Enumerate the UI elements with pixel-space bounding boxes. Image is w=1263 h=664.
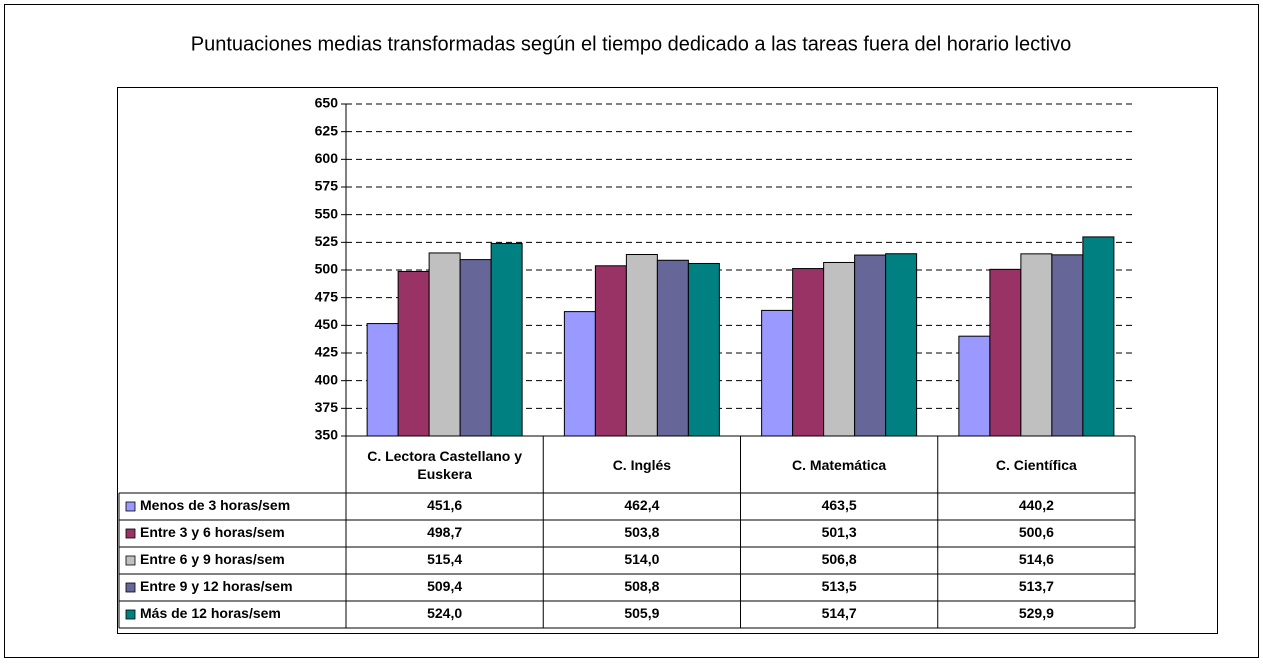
bar: [823, 261, 856, 437]
bar: [594, 265, 627, 437]
legend-swatch: [125, 501, 136, 512]
y-tick-label: 375: [315, 399, 339, 415]
x-tick-label: C. Inglés: [612, 456, 672, 473]
y-tick-label: 625: [315, 122, 339, 138]
legend-swatch: [125, 582, 136, 593]
data-label: 529,9: [1019, 605, 1054, 621]
data-label: 515,4: [427, 551, 462, 567]
data-label: 500,6: [1019, 524, 1054, 540]
bar: [885, 253, 918, 437]
bar: [1051, 254, 1084, 437]
data-label: 513,5: [822, 578, 857, 594]
data-label: 524,0: [427, 605, 462, 621]
bar: [761, 309, 794, 437]
category-cell: C. Científica: [995, 456, 1077, 473]
y-tick-label: 600: [315, 150, 339, 166]
data-label: 506,8: [822, 551, 857, 567]
bar: [459, 259, 492, 437]
y-tick-label: 450: [315, 316, 339, 332]
bar: [1082, 236, 1115, 437]
legend-label: Entre 3 y 6 horas/sem: [140, 524, 285, 540]
bar: [563, 311, 596, 437]
legend-label: Entre 9 y 12 horas/sem: [140, 578, 293, 594]
bar: [1020, 253, 1053, 437]
category-cell: C. Inglés: [612, 456, 672, 473]
bar: [792, 268, 825, 437]
y-tick-label: 400: [315, 371, 339, 387]
legend-label: Entre 6 y 9 horas/sem: [140, 551, 285, 567]
bar: [625, 254, 658, 437]
bar: [687, 262, 720, 437]
bar: [490, 242, 523, 437]
data-label: 514,6: [1019, 551, 1054, 567]
data-label: 503,8: [624, 524, 659, 540]
y-tick-label: 550: [315, 205, 339, 221]
bar: [989, 268, 1022, 437]
data-label: 451,6: [427, 497, 462, 513]
x-tick-label: C. Científica: [995, 456, 1077, 473]
data-label: 513,7: [1019, 578, 1054, 594]
data-label: 514,7: [822, 605, 857, 621]
bar: [854, 254, 887, 437]
y-tick-label: 475: [315, 288, 339, 304]
y-tick-label: 650: [315, 95, 339, 111]
data-label: 509,4: [427, 578, 462, 594]
legend-swatch: [125, 555, 136, 566]
category-cell: C. Lectora Castellano y Euskera: [367, 447, 523, 482]
data-label: 505,9: [624, 605, 659, 621]
data-label: 508,8: [624, 578, 659, 594]
y-tick-label: 425: [315, 344, 339, 360]
y-tick-label: 575: [315, 178, 339, 194]
data-label: 501,3: [822, 524, 857, 540]
bar: [428, 252, 461, 437]
category-cell: C. Matemática: [792, 456, 887, 473]
bar: [656, 259, 689, 437]
x-tick-label: C. Lectora Castellano y Euskera: [367, 447, 523, 482]
bar: [397, 270, 430, 437]
chart-title: Puntuaciones medias transformadas según …: [191, 33, 1072, 55]
data-label: 440,2: [1019, 497, 1054, 513]
legend-label: Menos de 3 horas/sem: [140, 497, 290, 513]
x-tick-label: C. Matemática: [792, 456, 887, 473]
y-tick-label: 525: [315, 233, 339, 249]
bar: [958, 335, 991, 437]
data-label: 463,5: [822, 497, 857, 513]
y-tick-label: 350: [315, 427, 339, 443]
legend-swatch: [125, 528, 136, 539]
data-label: 498,7: [427, 524, 462, 540]
legend-label: Más de 12 horas/sem: [140, 605, 281, 621]
y-tick-label: 500: [315, 261, 339, 277]
data-label: 462,4: [624, 497, 659, 513]
data-label: 514,0: [624, 551, 659, 567]
legend-swatch: [125, 609, 136, 620]
bar: [366, 323, 399, 437]
